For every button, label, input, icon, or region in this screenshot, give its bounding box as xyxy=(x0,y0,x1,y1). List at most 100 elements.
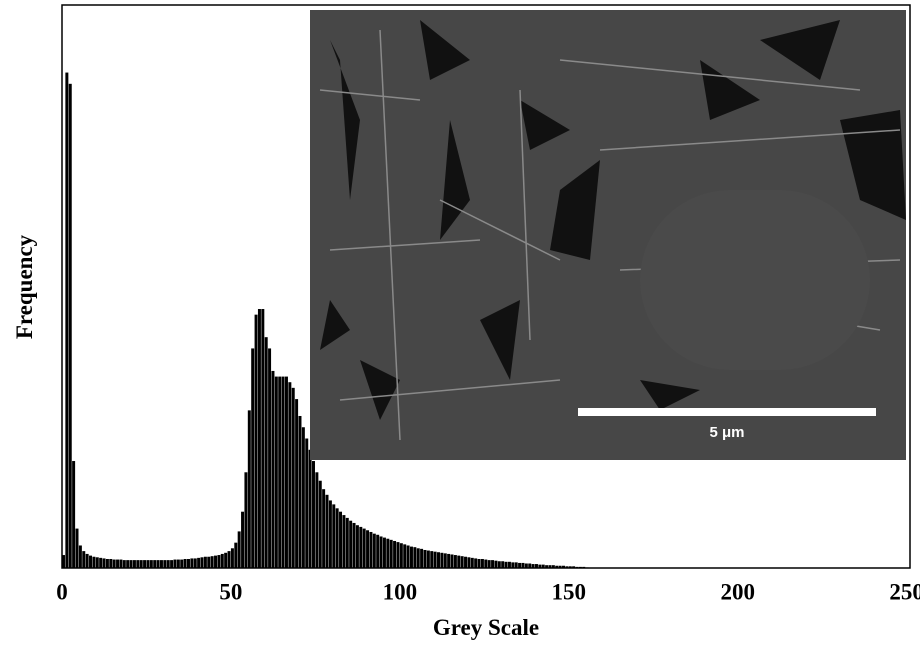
bar xyxy=(474,558,478,568)
bar xyxy=(507,561,511,568)
bar xyxy=(254,314,258,568)
bar xyxy=(379,536,383,568)
bar xyxy=(187,558,190,568)
bar xyxy=(308,449,312,568)
bar xyxy=(447,553,451,568)
bar xyxy=(497,561,501,568)
bar xyxy=(200,557,204,568)
bar xyxy=(193,558,197,568)
bar xyxy=(369,531,373,568)
bar xyxy=(217,555,221,568)
bar xyxy=(170,560,174,568)
bar xyxy=(85,553,89,568)
bar xyxy=(132,560,136,568)
bar xyxy=(92,556,96,568)
bar xyxy=(443,553,447,568)
bar xyxy=(524,563,528,568)
bar xyxy=(156,560,160,568)
bar xyxy=(220,553,224,568)
bar xyxy=(514,562,518,568)
bar xyxy=(82,551,86,568)
bar xyxy=(423,549,427,568)
bar xyxy=(149,560,153,568)
bar xyxy=(534,564,538,568)
bar xyxy=(545,565,549,568)
bar xyxy=(281,376,285,568)
bar xyxy=(207,556,211,568)
bar xyxy=(396,542,400,568)
bar xyxy=(234,542,238,568)
bar xyxy=(257,309,261,568)
bar xyxy=(548,565,552,568)
bar xyxy=(491,560,495,568)
bar xyxy=(146,560,150,568)
y-axis-label: Frequency xyxy=(12,234,37,339)
bar xyxy=(433,551,437,568)
bar xyxy=(153,560,157,568)
bar xyxy=(268,348,272,568)
bar xyxy=(518,562,522,568)
bar xyxy=(244,472,248,568)
bar xyxy=(426,550,430,568)
bar xyxy=(271,370,275,568)
x-tick-label: 200 xyxy=(720,579,755,604)
bar xyxy=(159,560,163,568)
bar xyxy=(129,560,133,568)
bar xyxy=(460,556,464,568)
bar xyxy=(528,563,532,568)
bar xyxy=(551,565,555,568)
bar xyxy=(183,558,187,568)
bar xyxy=(197,557,201,568)
bar xyxy=(494,560,498,568)
bar xyxy=(345,517,349,568)
bar xyxy=(403,544,407,568)
bars xyxy=(62,72,589,568)
bar xyxy=(568,566,572,568)
bar xyxy=(224,552,228,568)
bar xyxy=(99,557,103,568)
bar xyxy=(416,548,420,568)
bar xyxy=(203,556,207,568)
bar xyxy=(477,558,481,568)
x-tick-label: 100 xyxy=(383,579,418,604)
bar xyxy=(332,504,336,568)
bar xyxy=(349,520,353,568)
bar xyxy=(322,489,326,568)
bar xyxy=(95,557,99,568)
scale-bar-label: 5 μm xyxy=(709,424,744,441)
bar xyxy=(72,461,76,568)
plot-frame xyxy=(61,4,911,569)
bar xyxy=(487,560,491,568)
bar xyxy=(291,387,295,568)
bar xyxy=(325,494,329,568)
bar xyxy=(176,559,180,568)
bar xyxy=(389,539,393,568)
bar xyxy=(251,348,255,568)
bar xyxy=(467,557,471,568)
bar xyxy=(180,559,184,568)
bar xyxy=(541,564,545,568)
bar xyxy=(298,415,302,568)
bar xyxy=(538,564,542,568)
bar xyxy=(413,547,417,568)
bar xyxy=(119,559,123,568)
bar xyxy=(227,551,231,568)
bar xyxy=(464,556,468,568)
bar xyxy=(328,500,332,568)
bar xyxy=(65,72,69,568)
bar xyxy=(342,515,346,568)
bar xyxy=(190,558,194,568)
bar xyxy=(264,337,268,568)
bar xyxy=(386,538,390,568)
bar xyxy=(89,555,93,568)
bar xyxy=(261,309,265,568)
sem-texture xyxy=(640,190,870,370)
bar xyxy=(366,530,370,568)
bar xyxy=(430,551,434,568)
x-axis-label: Grey Scale xyxy=(433,615,539,640)
bar xyxy=(305,438,309,568)
bar xyxy=(352,522,356,568)
x-tick-label: 250 xyxy=(889,579,920,604)
x-tick-label: 50 xyxy=(219,579,242,604)
